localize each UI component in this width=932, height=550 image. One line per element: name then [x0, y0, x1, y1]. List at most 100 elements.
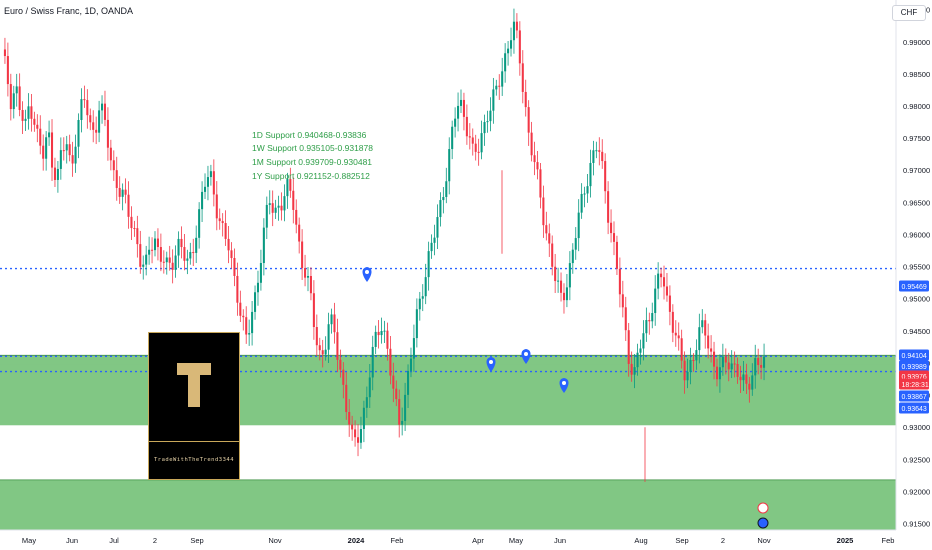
candle-body — [751, 375, 754, 390]
candle-body — [707, 335, 710, 349]
candle-body — [271, 203, 274, 213]
time-tick-label: 2 — [153, 536, 157, 545]
pin-dot — [524, 352, 528, 356]
candle-body — [274, 207, 277, 213]
candle-body — [83, 99, 86, 101]
candle-body — [139, 244, 142, 267]
chart-markers — [362, 267, 769, 529]
price-tick-label: 0.96500 — [903, 198, 930, 207]
candle-body — [121, 189, 124, 197]
price-tick-label: 0.92500 — [903, 455, 930, 464]
annotation-1w-support[interactable]: 1W Support 0.935105-0.931878 — [252, 143, 373, 153]
event-icon — [757, 517, 769, 529]
candle-body — [695, 350, 698, 361]
candle-body — [74, 146, 77, 164]
location-pin-icon — [362, 267, 372, 282]
annotation-1y-support[interactable]: 1Y Support 0.921152-0.882512 — [252, 171, 370, 181]
time-tick-label: Nov — [268, 536, 282, 545]
candle-body — [162, 261, 165, 263]
candle-body — [636, 352, 639, 368]
candle-body — [103, 103, 107, 120]
candle-body — [604, 161, 607, 192]
candle-body — [677, 335, 680, 339]
candle-body — [62, 150, 65, 152]
price-label-text: 0.95469 — [902, 284, 927, 291]
logo-divider — [149, 441, 239, 442]
candle-body — [148, 249, 151, 255]
price-label-text: 0.94104 — [902, 353, 927, 360]
candle-body — [227, 238, 230, 251]
candle-body — [568, 263, 571, 288]
time-tick-label: Nov — [757, 536, 771, 545]
candle-body — [86, 100, 89, 116]
candle-body — [168, 257, 171, 263]
candle-body — [209, 171, 212, 178]
candle-body — [421, 296, 424, 299]
candle-body — [218, 218, 221, 222]
candle-body — [495, 85, 498, 90]
candle-body — [598, 150, 601, 152]
candle-body — [368, 377, 371, 398]
candle-body — [183, 247, 186, 261]
annotation-1m-support[interactable]: 1M Support 0.939709-0.930481 — [252, 157, 373, 167]
time-tick-label: May — [22, 536, 36, 545]
candle-body — [571, 249, 574, 264]
support-zone — [0, 364, 896, 372]
candle-body — [80, 99, 83, 120]
candle-body — [468, 136, 471, 138]
candle-body — [760, 365, 763, 368]
price-tick-label: 0.98000 — [903, 102, 930, 111]
candle-body — [680, 338, 683, 361]
candle-body — [12, 93, 15, 110]
candle-body — [259, 263, 262, 283]
candle-body — [124, 189, 127, 195]
candle-body — [330, 314, 333, 325]
candle-body — [356, 437, 360, 443]
lightning-icon — [757, 502, 769, 514]
location-pin-icon — [486, 357, 496, 372]
candle-body — [192, 252, 195, 254]
price-tick-label: 0.92000 — [903, 487, 930, 496]
currency-button[interactable]: CHF — [892, 5, 926, 21]
candle-body — [333, 314, 336, 333]
candle-body — [489, 110, 492, 122]
candle-body — [615, 241, 618, 269]
candle-body — [298, 224, 301, 242]
candle-body — [657, 273, 660, 289]
candle-body — [265, 204, 268, 228]
candle-body — [483, 122, 486, 134]
candle-body — [127, 194, 130, 217]
candle-body — [477, 151, 480, 153]
candle-body — [436, 217, 439, 238]
candle-body — [715, 366, 719, 380]
price-label-tag — [899, 280, 929, 292]
candle-body — [383, 330, 386, 332]
candle-body — [548, 233, 551, 244]
candle-body — [68, 144, 71, 156]
candle-body — [92, 122, 95, 130]
support-zone — [0, 479, 896, 530]
candle-body — [624, 307, 627, 331]
candle-body — [721, 356, 724, 368]
candle-body — [256, 282, 260, 293]
candle-body — [701, 320, 704, 328]
price-tick-label: 0.99000 — [903, 38, 930, 47]
price-tick-label: 0.94500 — [903, 327, 930, 336]
pin-shape — [486, 357, 496, 372]
candle-body — [654, 288, 657, 314]
candle-body — [612, 233, 616, 242]
candle-body — [648, 319, 651, 322]
candle-body — [524, 91, 527, 108]
candle-body — [554, 266, 557, 282]
annotation-1d-support[interactable]: 1D Support 0.940468-0.93836 — [252, 130, 367, 140]
candle-body — [345, 384, 348, 413]
candle-body — [301, 241, 304, 269]
candle-body — [424, 277, 427, 297]
candle-body — [586, 186, 589, 194]
candle-body — [618, 268, 621, 295]
candle-body — [359, 429, 362, 443]
time-axis: May Jun Jul 2 Sep Nov 2024 Feb Apr May Jun Aug Sep 2 N… — [0, 529, 896, 545]
candle-body — [245, 317, 248, 335]
candle-body — [415, 309, 418, 339]
